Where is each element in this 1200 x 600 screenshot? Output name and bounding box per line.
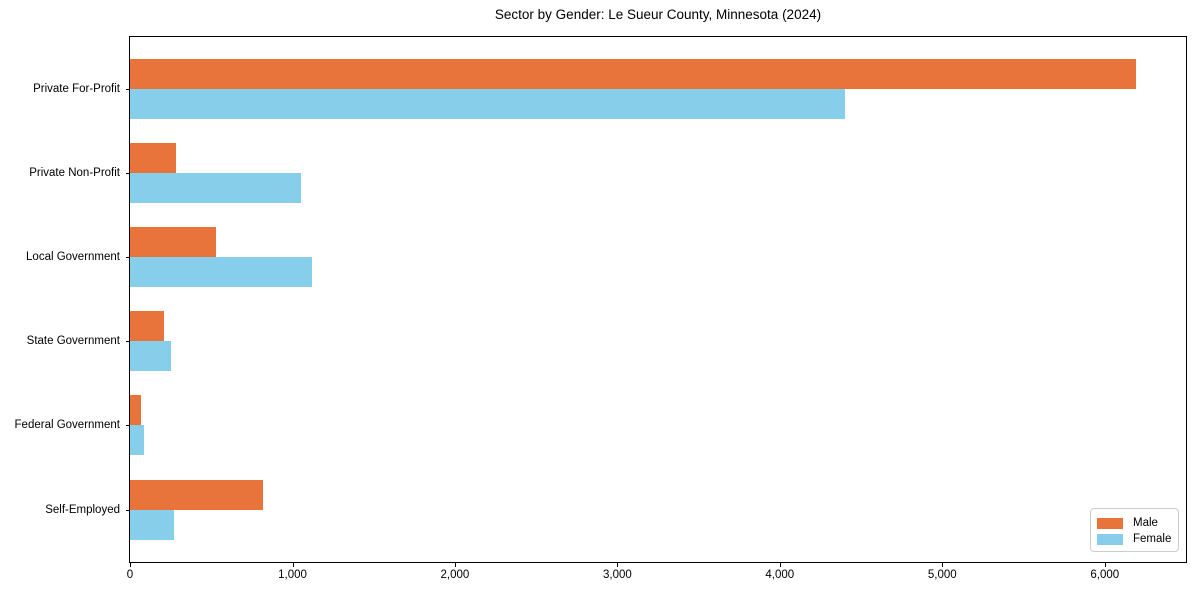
bar-female-self-employed: [130, 509, 174, 540]
male-color-swatch: [1097, 517, 1123, 529]
y-tick-label-federal-government: Federal Government: [14, 419, 120, 432]
bar-male-self-employed: [130, 479, 264, 510]
x-tick-label-5-000: 5,000: [927, 569, 957, 581]
bar-female-local-government: [130, 257, 312, 288]
legend: Male Female: [1090, 508, 1179, 552]
legend-label-female: Female: [1133, 533, 1172, 545]
bar-male-local-government: [130, 227, 217, 258]
x-tick-label-3-000: 3,000: [603, 569, 632, 581]
bar-female-federal-government: [130, 425, 144, 456]
bar-female-state-government: [130, 341, 171, 372]
x-tick-mark: [617, 563, 619, 567]
x-tick-mark: [1104, 563, 1106, 567]
bar-male-state-government: [130, 311, 165, 342]
x-tick-label-0: 0: [126, 569, 134, 581]
y-tick-mark: [126, 257, 130, 259]
x-tick-mark: [942, 563, 944, 567]
plot-area: [129, 36, 1187, 563]
bar-female-private-for-profit: [130, 89, 845, 119]
y-tick-mark: [126, 425, 130, 427]
x-tick-label-6-000: 6,000: [1090, 569, 1120, 581]
y-tick-label-private-for-profit: Private For-Profit: [33, 83, 120, 95]
female-color-swatch: [1097, 533, 1123, 545]
x-tick-label-2-000: 2,000: [440, 569, 470, 581]
y-tick-label-local-government: Local Government: [26, 251, 120, 264]
legend-label-male: Male: [1133, 517, 1158, 529]
legend-item-female: Female: [1097, 531, 1178, 547]
y-tick-label-state-government: State Government: [26, 335, 120, 348]
bar-male-private-non-profit: [130, 143, 176, 174]
legend-item-male: Male: [1097, 515, 1178, 531]
x-tick-label-1-000: 1,000: [278, 569, 307, 581]
x-tick-mark: [130, 563, 131, 567]
bar-male-private-for-profit: [130, 59, 1136, 89]
chart-title: Sector by Gender: Le Sueur County, Minne…: [494, 7, 822, 22]
y-tick-mark: [126, 341, 130, 343]
y-tick-label-self-employed: Self-Employed: [45, 503, 120, 516]
bar-female-private-non-profit: [130, 173, 301, 204]
y-tick-label-private-non-profit: Private Non-Profit: [29, 167, 120, 180]
x-tick-mark: [454, 563, 456, 567]
y-tick-mark: [126, 89, 130, 90]
bar-male-federal-government: [130, 395, 141, 426]
x-tick-label-4-000: 4,000: [765, 569, 795, 581]
x-tick-mark: [779, 563, 781, 567]
y-tick-mark: [126, 509, 130, 511]
x-tick-mark: [292, 563, 294, 567]
y-tick-mark: [126, 173, 130, 175]
